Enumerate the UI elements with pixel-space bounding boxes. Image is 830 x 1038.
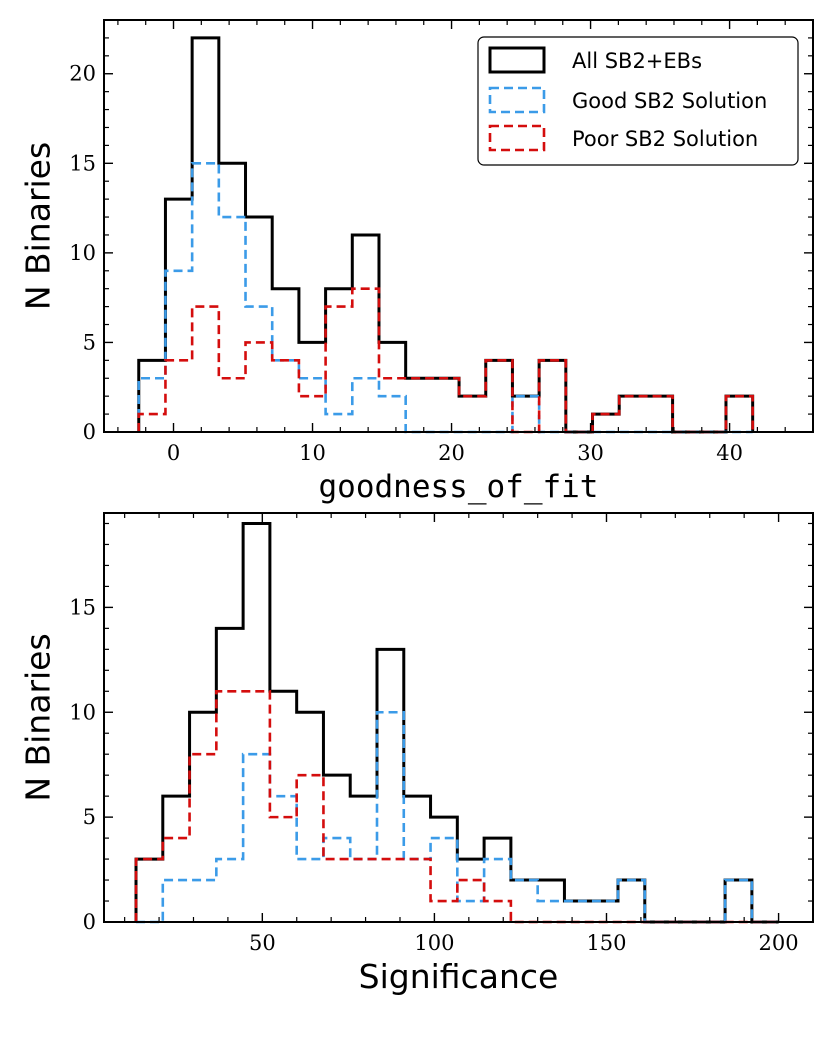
top-x-tick-label: 0 <box>167 441 180 465</box>
bottom-y-tick-label: 0 <box>83 910 96 934</box>
bottom-x-tick-label: 200 <box>759 931 799 955</box>
legend-entry-good: Good SB2 Solution <box>488 86 767 114</box>
bottom-histogram-panel: 50 100 150 200 0 5 10 15 Significance N Binarie… <box>19 512 814 996</box>
legend-entry-all: All SB2+EBs <box>488 46 702 74</box>
top-y-tick-label: 10 <box>69 241 96 265</box>
top-y-tick-label: 0 <box>83 420 96 444</box>
legend-label-all: All SB2+EBs <box>572 49 702 73</box>
legend-swatch-poor <box>488 124 546 152</box>
legend-label-poor: Poor SB2 Solution <box>572 127 758 151</box>
top-x-tick-label: 10 <box>299 441 326 465</box>
top-y-tick-label: 15 <box>69 151 96 175</box>
bottom-histogram-poor-series <box>134 689 779 924</box>
top-y-tick-label: 20 <box>69 62 96 86</box>
top-x-tick-label: 40 <box>716 441 743 465</box>
legend-frame <box>477 36 799 166</box>
bottom-y-tick-label: 10 <box>69 700 96 724</box>
top-histogram-ticks: 0 10 20 30 40 0 5 10 15 20 <box>69 19 814 465</box>
legend-label-good: Good SB2 Solution <box>572 89 767 113</box>
bottom-y-tick-label: 15 <box>69 595 96 619</box>
legend-swatch-good <box>488 86 546 114</box>
top-histogram-panel: 0 10 20 30 40 0 5 10 15 20 goodness_of_fit N Bina… <box>19 19 814 505</box>
bottom-histogram-x-axis-label: Significance <box>359 957 559 996</box>
bottom-x-tick-label: 50 <box>249 931 276 955</box>
legend-entry-poor: Poor SB2 Solution <box>488 124 758 152</box>
top-histogram-frame <box>103 19 814 433</box>
top-histogram-y-axis-label: N Binaries <box>19 142 58 310</box>
bottom-histogram-frame <box>103 512 814 923</box>
bottom-histogram-ticks: 50 100 150 200 0 5 10 15 <box>69 513 814 955</box>
top-x-tick-label: 20 <box>438 441 465 465</box>
bottom-y-tick-label: 5 <box>83 805 96 829</box>
legend: All SB2+EBs Good SB2 Solution Poor SB2 S… <box>477 36 799 166</box>
bottom-x-tick-label: 150 <box>586 931 626 955</box>
top-x-tick-label: 30 <box>577 441 604 465</box>
bottom-histogram-series <box>134 521 779 924</box>
bottom-histogram-y-axis-label: N Binaries <box>19 633 58 801</box>
top-histogram-poor-series <box>137 287 754 434</box>
bottom-x-tick-label: 100 <box>414 931 454 955</box>
top-histogram-x-axis-label: goodness_of_fit <box>319 469 599 505</box>
top-y-tick-label: 5 <box>83 330 96 354</box>
top-histogram-good-series <box>137 162 753 434</box>
legend-swatch-all <box>488 46 546 74</box>
